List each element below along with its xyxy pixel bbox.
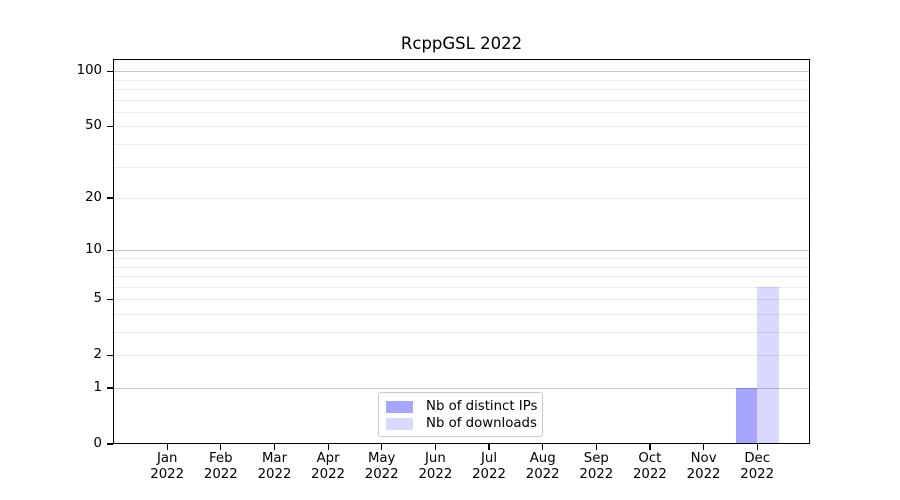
gridline-major [113, 250, 810, 252]
y-tick-mark [107, 125, 113, 128]
legend-item: Nb of distinct IPs [386, 398, 542, 415]
y-tick-label: 20 [85, 190, 102, 205]
legend-item-label: Nb of distinct IPs [426, 398, 538, 414]
x-tick-label: Sep 2022 [579, 451, 614, 482]
gridline-minor [113, 126, 810, 128]
x-tick-label: Dec 2022 [740, 451, 775, 482]
y-tick-mark [107, 249, 113, 251]
y-tick-mark [107, 70, 113, 72]
legend: Nb of distinct IPs Nb of downloads [378, 392, 543, 437]
y-tick-mark [107, 354, 113, 356]
bar-nb-of-distinct-ips-dec [735, 388, 758, 444]
y-tick-mark [107, 387, 113, 389]
gridline-minor [113, 89, 810, 90]
y-tick-label: 50 [85, 118, 102, 134]
gridline-major [113, 388, 810, 389]
gridline-minor [113, 111, 810, 113]
gridline-minor [113, 198, 810, 199]
chart-title: RcppGSL 2022 [400, 34, 523, 53]
x-tick-label: Aug 2022 [525, 451, 560, 482]
gridline-minor [113, 286, 810, 288]
gridline-minor [113, 166, 810, 168]
gridline-minor [113, 314, 810, 315]
x-tick-label: Jul 2022 [472, 451, 506, 482]
gridline-major [113, 71, 810, 73]
x-tick-label: Jan 2022 [150, 451, 185, 482]
gridline-minor [113, 258, 810, 259]
gridline-minor [113, 99, 810, 101]
x-tick-mark [756, 444, 758, 450]
x-tick-mark [220, 444, 222, 450]
x-tick-mark [381, 444, 383, 450]
y-tick-label: 1 [93, 380, 102, 395]
bar-nb-of-downloads-dec [757, 286, 779, 444]
y-tick-label: 100 [76, 63, 102, 79]
legend-item-label: Nb of downloads [426, 415, 537, 431]
gridline-minor [113, 79, 810, 81]
y-tick-label: 10 [85, 242, 102, 258]
x-tick-label: Feb 2022 [203, 451, 238, 482]
gridline-minor [113, 332, 810, 333]
plot-area [113, 59, 810, 444]
x-tick-label: Oct 2022 [632, 451, 667, 482]
x-tick-label: May 2022 [364, 451, 399, 482]
x-tick-mark [595, 444, 597, 450]
x-tick-mark [488, 444, 490, 450]
gridline-minor [113, 355, 810, 357]
x-tick-mark [166, 444, 168, 450]
x-tick-mark [703, 444, 705, 450]
legend-swatch [386, 400, 413, 413]
x-tick-mark [649, 444, 651, 450]
y-tick-label: 2 [93, 347, 102, 363]
x-tick-label: Mar 2022 [257, 451, 292, 482]
x-tick-label: Nov 2022 [686, 451, 721, 482]
gridline-minor [113, 299, 810, 301]
legend-swatch [386, 417, 413, 430]
y-tick-label: 5 [93, 291, 102, 307]
legend-item: Nb of downloads [386, 415, 542, 432]
gridline-minor [113, 144, 810, 145]
gridline-minor [113, 266, 810, 268]
x-tick-mark [273, 444, 276, 450]
gridline-minor [113, 276, 810, 277]
x-tick-mark [542, 444, 544, 450]
x-tick-label: Apr 2022 [311, 451, 346, 482]
y-tick-mark [107, 443, 113, 445]
x-tick-label: Jun 2022 [418, 451, 453, 482]
y-tick-label: 0 [93, 436, 102, 451]
y-tick-mark [107, 197, 113, 199]
x-tick-mark [434, 444, 437, 450]
x-tick-mark [327, 444, 329, 450]
y-tick-mark [107, 298, 113, 300]
